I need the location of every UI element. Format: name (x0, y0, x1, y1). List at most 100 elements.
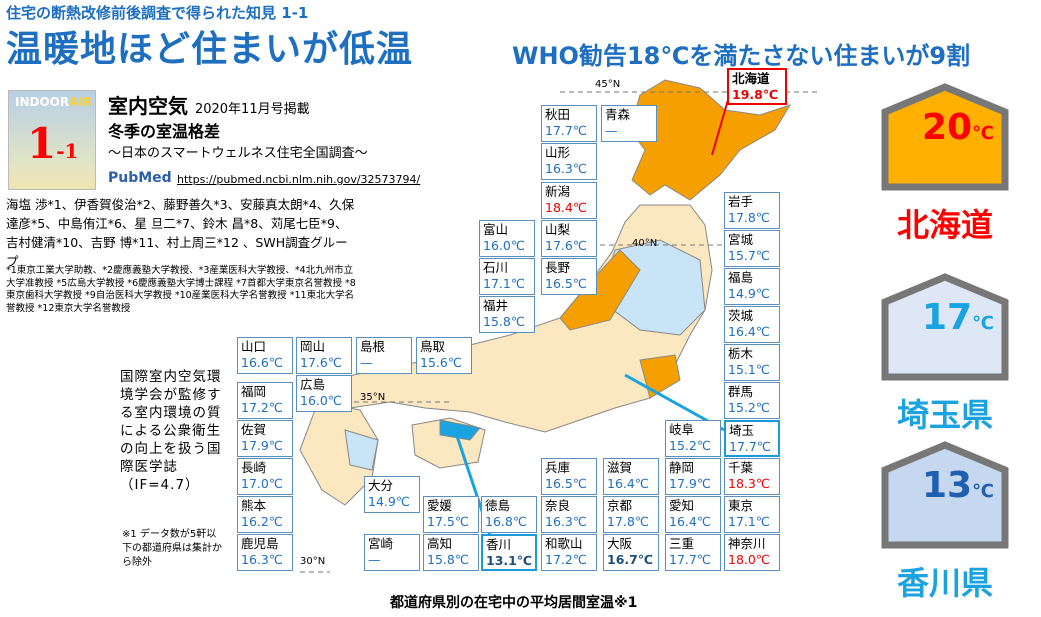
prefecture-temp: 16.4℃ (607, 476, 649, 491)
house-illustration (881, 441, 1009, 549)
prefecture-label: 徳島 16.8℃ (481, 496, 537, 533)
affiliations: *1東京工業大学助教、*2慶應義塾大学教授、*3産業医科大学教授、*4北九州市立… (6, 265, 356, 314)
prefecture-label: 滋賀 16.4℃ (603, 458, 659, 495)
journal-logo: INDOORAIR (15, 95, 93, 109)
paper-subtitle: ～日本のスマートウェルネス住宅全国調査～ (108, 146, 368, 161)
prefecture-name: 青森 (605, 107, 631, 122)
prefecture-name: 北海道 (732, 71, 770, 86)
prefecture-label: 秋田 17.7℃ (541, 105, 597, 142)
prefecture-name: 徳島 (485, 498, 511, 513)
prefecture-name: 大分 (368, 478, 394, 493)
house-prefecture: 香川県 (896, 564, 993, 602)
prefecture-temp: 18.4℃ (545, 200, 587, 215)
prefecture-label: 宮城 15.7℃ (724, 230, 780, 267)
prefecture-temp: 15.8℃ (427, 552, 469, 567)
prefecture-temp: 17.1℃ (483, 276, 525, 291)
page-subtitle: WHO勧告18℃を満たさない住まいが9割 (512, 42, 971, 70)
journal-cover: INDOORAIR 1-1 (8, 90, 96, 190)
latitude-35: 35°N (360, 392, 386, 403)
prefecture-temp: 15.6℃ (420, 355, 462, 370)
prefecture-label: 奈良 16.3℃ (541, 496, 597, 533)
prefecture-temp: 15.8℃ (483, 314, 525, 329)
paper-title: 冬季の室温格差 (108, 122, 221, 141)
prefecture-label: 山形 16.3℃ (541, 143, 597, 180)
prefecture-name: 石川 (483, 260, 509, 275)
prefecture-name: 和歌山 (545, 536, 583, 551)
prefecture-label: 大分 14.9℃ (364, 476, 420, 513)
prefecture-temp: 16.6℃ (241, 355, 283, 370)
latitude-45: 45°N (595, 79, 621, 90)
prefecture-temp: 14.9℃ (368, 494, 410, 509)
prefecture-temp: 17.9℃ (241, 438, 283, 453)
prefecture-label: 千葉 18.3℃ (724, 458, 780, 495)
prefecture-name: 岐阜 (669, 422, 695, 437)
prefecture-name: 千葉 (728, 460, 754, 475)
prefecture-label: 愛知 16.4℃ (665, 496, 721, 533)
prefecture-label: 和歌山 17.2℃ (541, 534, 597, 571)
prefecture-temp: 18.0℃ (728, 552, 770, 567)
prefecture-label: 三重 17.7℃ (665, 534, 721, 571)
prefecture-label: 長野 16.5℃ (541, 258, 597, 295)
prefecture-label: 石川 17.1℃ (479, 258, 535, 295)
supertitle: 住宅の断熱改修前後調査で得られた知見 1-1 (6, 4, 309, 22)
prefecture-name: 鳥取 (420, 339, 446, 354)
prefecture-temp: 16.2℃ (241, 514, 283, 529)
prefecture-name: 鹿児島 (241, 536, 279, 551)
prefecture-temp: 15.1℃ (728, 362, 770, 377)
prefecture-label: 福岡 17.2℃ (237, 382, 293, 419)
prefecture-temp: 16.3℃ (241, 552, 283, 567)
prefecture-name: 埼玉 (729, 423, 755, 438)
map-caption: 都道府県別の在宅中の平均居間室温※1 (390, 595, 638, 611)
prefecture-temp: 19.8℃ (732, 87, 778, 102)
prefecture-label: 兵庫 16.5℃ (541, 458, 597, 495)
prefecture-temp: 16.0℃ (483, 238, 525, 253)
pubmed-logo: PubMed (108, 170, 172, 186)
prefecture-name: 熊本 (241, 498, 267, 513)
prefecture-temp: 16.8℃ (485, 514, 527, 529)
prefecture-name: 愛知 (669, 498, 695, 513)
slide-number: 1-1 (27, 119, 79, 168)
prefecture-label: 山口 16.6℃ (237, 337, 293, 374)
prefecture-label: 新潟 18.4℃ (541, 182, 597, 219)
house-temp: 20℃ (922, 107, 994, 148)
prefecture-label: 島根 — (356, 337, 412, 374)
pubmed-link[interactable]: https://pubmed.ncbi.nlm.nih.gov/32573794… (177, 173, 421, 186)
prefecture-name: 茨城 (728, 308, 754, 323)
prefecture-temp: 16.5℃ (545, 276, 587, 291)
prefecture-label: 福島 14.9℃ (724, 268, 780, 305)
prefecture-temp: 17.5℃ (427, 514, 469, 529)
prefecture-temp: 17.6℃ (545, 238, 587, 253)
prefecture-temp: 17.0℃ (241, 476, 283, 491)
prefecture-label: 広島 16.0℃ (296, 375, 352, 412)
authors: 海塩 渉*1、伊香賀俊治*2、藤野善久*3、安藤真太朗*4、久保達彦*5、中島侑… (6, 197, 355, 269)
prefecture-temp: — (368, 552, 381, 567)
prefecture-label: 岐阜 15.2℃ (665, 420, 721, 457)
prefecture-label: 愛媛 17.5℃ (423, 496, 479, 533)
map-kyushu (299, 401, 379, 506)
house-illustration (881, 273, 1009, 381)
prefecture-label: 大阪 16.7℃ (603, 534, 659, 571)
prefecture-label: 京都 17.8℃ (603, 496, 659, 533)
prefecture-name: 秋田 (545, 107, 571, 122)
prefecture-temp: 17.8℃ (728, 210, 770, 225)
house-illustration (881, 83, 1009, 191)
prefecture-label: 鹿児島 16.3℃ (237, 534, 293, 571)
prefecture-name: 岡山 (300, 339, 326, 354)
map-hokkaido (629, 79, 792, 201)
prefecture-name: 高知 (427, 536, 453, 551)
prefecture-label: 佐賀 17.9℃ (237, 420, 293, 457)
prefecture-temp: 16.4℃ (728, 324, 770, 339)
prefecture-temp: 17.7℃ (669, 552, 711, 567)
prefecture-name: 栃木 (728, 346, 754, 361)
prefecture-temp: 17.9℃ (669, 476, 711, 491)
prefecture-name: 広島 (300, 377, 326, 392)
prefecture-name: 山形 (545, 145, 571, 160)
prefecture-name: 香川 (486, 537, 512, 552)
house-prefecture: 北海道 (896, 206, 993, 244)
prefecture-name: 福岡 (241, 384, 267, 399)
prefecture-temp: — (605, 123, 618, 138)
page-title: 温暖地ほど住まいが低温 (6, 29, 414, 70)
prefecture-temp: 16.7℃ (607, 552, 653, 567)
prefecture-temp: 14.9℃ (728, 286, 770, 301)
prefecture-name: 群馬 (728, 384, 754, 399)
